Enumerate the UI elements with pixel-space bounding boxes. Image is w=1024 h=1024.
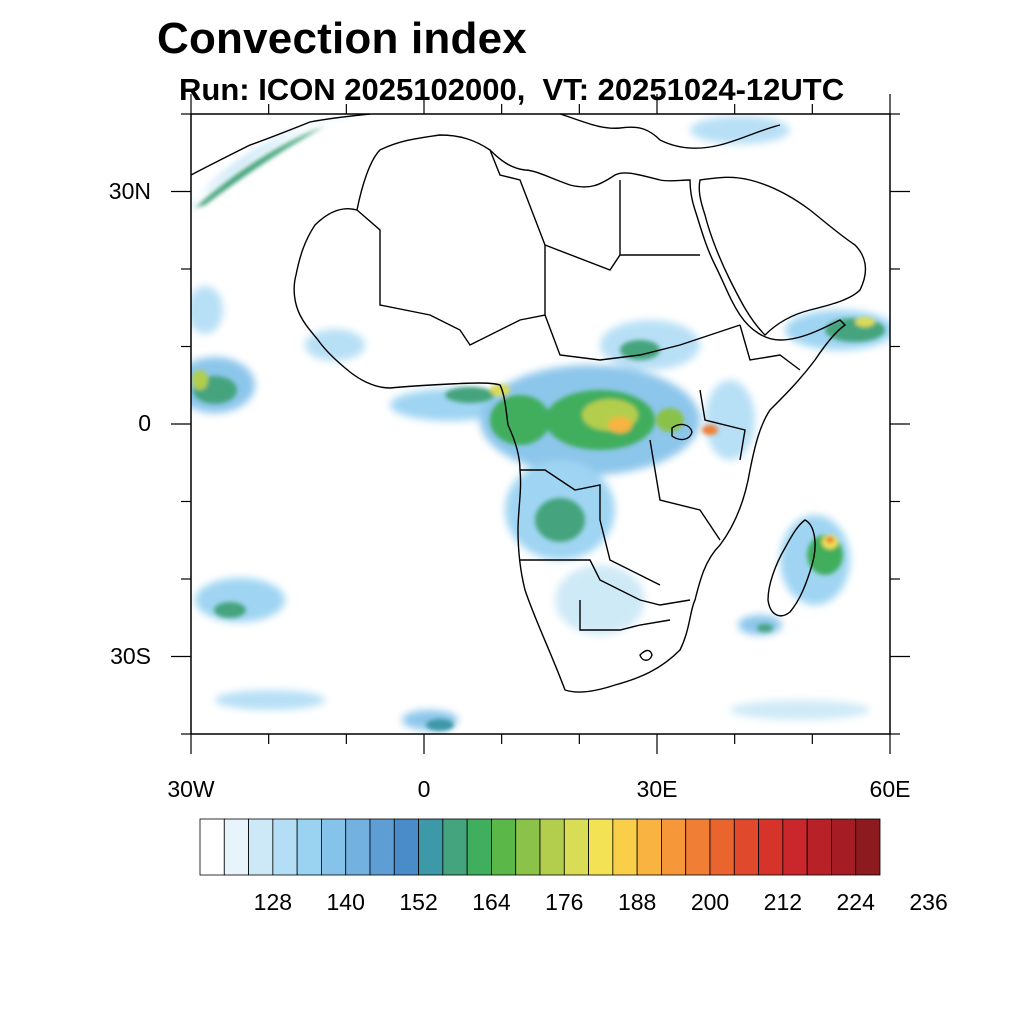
lat-label: 30N [108, 177, 151, 204]
colorbar-label: 224 [836, 889, 875, 915]
colorbar-label: 176 [545, 889, 584, 915]
colorbar-swatch [733, 818, 759, 876]
colorbar-label: 200 [690, 889, 730, 915]
colorbar-swatch [539, 818, 565, 876]
colorbar-label: 236 [909, 889, 948, 915]
colorbar-swatch [806, 818, 832, 876]
lon-label: 0 [417, 776, 431, 802]
chart-subtitle: Run: ICON 2025102000, VT: 20251024-12UTC [179, 72, 845, 107]
lon-label: 60E [869, 776, 911, 802]
lon-label: 30E [636, 776, 678, 802]
axis-ticks [171, 94, 910, 754]
colorbar-swatch [491, 818, 517, 876]
colorbar-swatch [709, 818, 735, 876]
colorbar-swatch [758, 818, 784, 876]
colorbar-label: 152 [399, 889, 438, 915]
colorbar-label: 212 [763, 889, 803, 915]
colorbar-label: 140 [326, 889, 365, 915]
colorbar-swatch [223, 818, 249, 876]
colorbar-label: 188 [617, 889, 657, 915]
colorbar-swatch [782, 818, 808, 876]
lat-label: 0 [138, 410, 151, 436]
colorbar-label: 164 [472, 889, 511, 915]
colorbar-swatch [321, 818, 347, 876]
colorbar-swatch [369, 818, 395, 876]
lat-label: 30S [110, 642, 151, 669]
colorbar-swatch [855, 818, 881, 876]
colorbar-swatch [345, 818, 371, 876]
colorbar-swatch [636, 818, 662, 876]
colorbar-swatch [563, 818, 589, 876]
colorbar-swatch [393, 818, 419, 876]
colorbar-swatch [272, 818, 298, 876]
colorbar-label: 128 [253, 889, 293, 915]
colorbar-swatch [515, 818, 541, 876]
colorbar-swatch [661, 818, 687, 876]
colorbar-swatch [831, 818, 857, 876]
colorbar [199, 818, 881, 876]
lon-label: 30W [167, 776, 215, 802]
colorbar-swatch [588, 818, 614, 876]
coastlines [191, 114, 867, 693]
colorbar-swatch [466, 818, 492, 876]
colorbar-swatch [199, 818, 225, 876]
colorbar-swatch [612, 818, 638, 876]
colorbar-swatch [442, 818, 468, 876]
convection-field [191, 114, 890, 731]
chart-title: Convection index [157, 14, 527, 63]
colorbar-swatch [296, 818, 322, 876]
colorbar-swatch [248, 818, 274, 876]
colorbar-swatch [418, 818, 444, 876]
colorbar-swatch [685, 818, 711, 876]
